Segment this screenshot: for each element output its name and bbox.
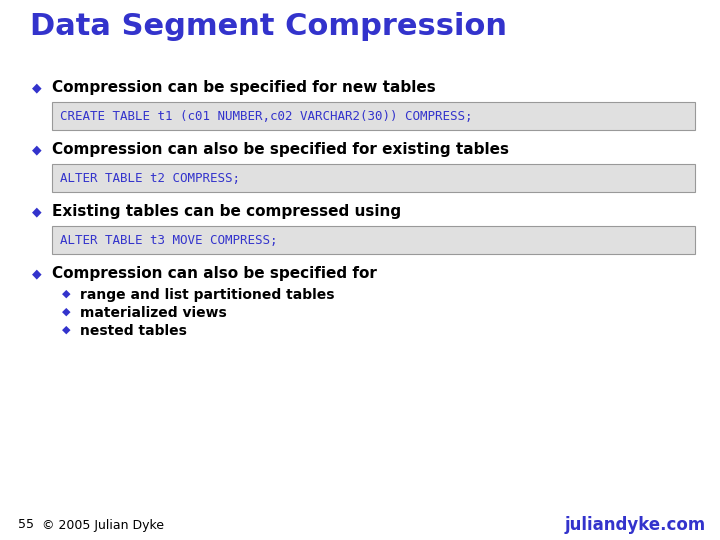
Text: nested tables: nested tables	[80, 324, 187, 338]
Text: ◆: ◆	[62, 307, 71, 317]
Text: Compression can also be specified for existing tables: Compression can also be specified for ex…	[52, 142, 509, 157]
FancyBboxPatch shape	[52, 102, 695, 130]
Text: ALTER TABLE t2 COMPRESS;: ALTER TABLE t2 COMPRESS;	[60, 172, 240, 185]
Text: Existing tables can be compressed using: Existing tables can be compressed using	[52, 204, 401, 219]
Text: Data Segment Compression: Data Segment Compression	[30, 12, 507, 41]
Text: ◆: ◆	[32, 205, 42, 218]
Text: materialized views: materialized views	[80, 306, 227, 320]
Text: juliandyke.com: juliandyke.com	[564, 516, 706, 534]
Text: range and list partitioned tables: range and list partitioned tables	[80, 288, 335, 302]
Text: 55: 55	[18, 518, 34, 531]
Text: ◆: ◆	[32, 267, 42, 280]
Text: CREATE TABLE t1 (c01 NUMBER,c02 VARCHAR2(30)) COMPRESS;: CREATE TABLE t1 (c01 NUMBER,c02 VARCHAR2…	[60, 110, 472, 123]
Text: Compression can be specified for new tables: Compression can be specified for new tab…	[52, 80, 436, 95]
FancyBboxPatch shape	[52, 226, 695, 254]
Text: Compression can also be specified for: Compression can also be specified for	[52, 266, 377, 281]
Text: ◆: ◆	[62, 289, 71, 299]
Text: ALTER TABLE t3 MOVE COMPRESS;: ALTER TABLE t3 MOVE COMPRESS;	[60, 233, 277, 246]
Text: ◆: ◆	[62, 325, 71, 335]
Text: ◆: ◆	[32, 81, 42, 94]
FancyBboxPatch shape	[52, 164, 695, 192]
Text: ◆: ◆	[32, 143, 42, 156]
Text: © 2005 Julian Dyke: © 2005 Julian Dyke	[42, 518, 164, 531]
